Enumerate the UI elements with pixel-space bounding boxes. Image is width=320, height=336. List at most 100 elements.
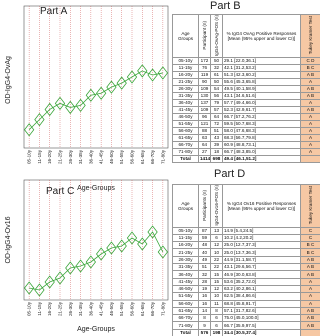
header-text: Tukey Kramer Test — [308, 16, 313, 55]
plot-frame — [23, 179, 169, 301]
mean-diamond — [147, 225, 158, 239]
header-text: % IgG4 Ov16 Positive Responses [Mean (95… — [226, 200, 297, 211]
table-cell: 21-25y — [172, 78, 199, 87]
table-cell: 28 — [198, 277, 211, 286]
mean-diamond — [54, 271, 66, 285]
mean-diamond — [75, 98, 86, 113]
table-cell: 66.7 [48.3,85.0] — [222, 148, 301, 157]
x-tick-label: 36-40y — [88, 149, 93, 164]
x-tick-label: 71-80y — [160, 301, 165, 316]
mean-diamond — [126, 231, 138, 245]
table-cell: A — [300, 292, 320, 301]
table-cell: 48 — [198, 241, 211, 250]
table-cell: 9 — [198, 321, 211, 330]
table-cell: 42.1 [31.2,53.2] — [222, 64, 301, 73]
table-cell: 96 — [198, 113, 211, 122]
table-cell: 61 — [210, 71, 223, 80]
table-cell: 10 — [210, 292, 223, 301]
table-cell: 1414 — [198, 155, 211, 164]
table-cell: A B — [300, 92, 320, 101]
y-axis-label: OD-IgG4-Ov16 — [5, 216, 12, 263]
x-tick-label: 61-65y — [140, 149, 145, 164]
table-cell: A B — [300, 270, 320, 279]
table-cell: A — [300, 148, 320, 157]
table-cell: 49.5 [40.1,58.9] — [222, 85, 301, 94]
table-cell: A B — [300, 106, 320, 115]
column-header: IgG4-OvAg-POS (n) — [210, 13, 223, 59]
mean-diamond — [96, 86, 107, 100]
column-header: % IgG4 Ov16 Positive Responses [Mean (95… — [222, 184, 301, 228]
table-cell: 54 — [210, 85, 223, 94]
table-cell: 72 — [210, 120, 223, 129]
table-cell: 71-80y — [172, 321, 199, 330]
column-header: Participants (n) — [198, 184, 211, 228]
table-cell: 56-60y — [172, 299, 199, 308]
mean-diamond — [106, 241, 117, 255]
table-cell: 59 — [198, 233, 211, 243]
table-cell: 66-70y — [172, 141, 199, 150]
table-cell: 43.1 [34.6,51.6] — [222, 92, 301, 101]
plots: Part A OD-IgG4-OvAg Age-Groups 05-10y 11-15y… — [5, 5, 169, 333]
table-cell: 68.8 [45.8,91.7] — [222, 299, 301, 308]
table-cell: C — [300, 226, 320, 235]
table-cell: A — [300, 277, 320, 286]
table-cell: 12 — [210, 284, 223, 294]
mean-diamond — [126, 70, 138, 84]
table-cell: 51 — [210, 127, 223, 136]
mean-diamond — [75, 259, 86, 273]
table-cell: 16-20y — [172, 241, 199, 250]
x-tick-label: 66-70y — [150, 149, 155, 164]
table-cell: 41-45y — [172, 277, 199, 286]
y-axis-label: OD-IgG4-OvAg — [5, 56, 12, 104]
table-cell: 55.6 [45.3,65.8] — [222, 78, 301, 87]
table-cell — [300, 155, 320, 164]
table-cell: 29.1 [22.0,36.1] — [222, 57, 301, 66]
table-cell: 46.9 [30.0,63.8] — [222, 270, 301, 279]
table-title: Part D — [214, 168, 246, 180]
table-cell: 6 — [210, 314, 223, 323]
x-tick-label: 11-15y — [37, 301, 42, 315]
table-cell: 76 — [198, 64, 211, 73]
header-text: Age Groups — [177, 200, 194, 211]
table-cell: 63 — [198, 134, 211, 143]
table-cell: 16 — [198, 299, 211, 308]
mean-diamond — [157, 245, 168, 259]
table-cell: A B — [300, 71, 320, 80]
table-cell: Total — [172, 155, 199, 164]
table-cell: 25.0 [12.7,37.3] — [222, 241, 301, 250]
mean-diamond — [85, 255, 96, 269]
column-header: Age Groups — [172, 184, 199, 228]
table-cell: 61-65y — [172, 134, 199, 143]
column-header: Participant (n) — [198, 13, 211, 59]
mean-diamond — [137, 64, 148, 78]
table-cell: B C — [300, 64, 320, 73]
table-cell: 119 — [198, 71, 211, 80]
table-cell: 66.7 [35.9,97.5] — [222, 321, 301, 330]
table-cell: 8 — [198, 314, 211, 323]
table-cell: 11 — [210, 299, 223, 308]
table-cell: 15 — [210, 270, 223, 279]
table-cell: A — [300, 127, 320, 136]
table-cell: 43 — [210, 134, 223, 143]
header-text: IgG4-Ov16-POS (n) — [214, 185, 219, 226]
x-tick-label: 11-15y — [37, 149, 42, 163]
mean-diamond — [157, 66, 168, 80]
table-cell: 172 — [198, 57, 211, 66]
table-cell: 576 — [198, 328, 211, 336]
mean-diamond — [85, 88, 96, 102]
table-cell: A B — [300, 321, 320, 330]
table-cell: 05-10y — [172, 57, 199, 66]
table: Age Groups Participants (n) IgG4-Ov16-POS … — [172, 184, 320, 336]
table-cell: 22 — [210, 255, 223, 265]
table-cell: 44.9 [31.1,58.7] — [222, 255, 301, 265]
table-cell: 52.3 [42.9,61.7] — [222, 106, 301, 115]
table-cell: A — [300, 141, 320, 150]
mean-diamond — [147, 68, 158, 82]
table-cell: 49 — [198, 255, 211, 265]
x-tick-label: 61-65y — [140, 301, 145, 316]
table-cell: 698 — [210, 155, 223, 164]
table-cell: 41-45y — [172, 106, 199, 115]
column-header: % IgG4 OvAg Positive Responses [Mean (95… — [222, 13, 301, 59]
mean-diamond — [34, 112, 45, 127]
column-header: Tukey Kramer Test — [300, 13, 320, 59]
